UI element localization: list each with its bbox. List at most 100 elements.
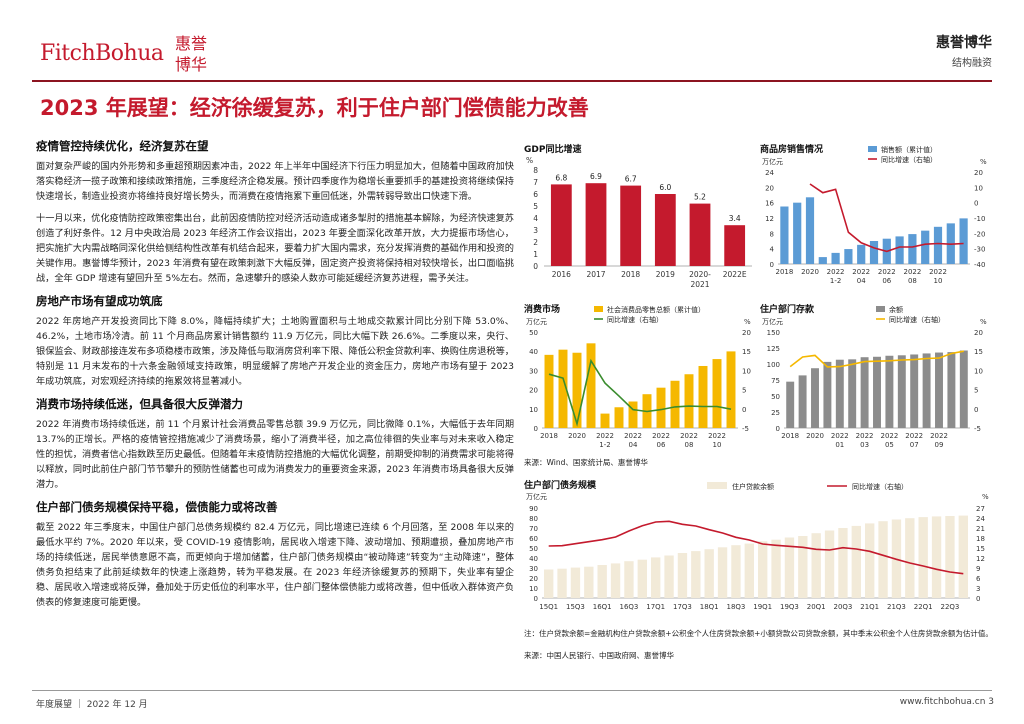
bar [959, 218, 968, 264]
bar [557, 568, 567, 598]
bar [684, 374, 694, 428]
y-tick-label: 0 [534, 595, 538, 603]
y2-tick-label: 9 [976, 565, 980, 573]
y2-tick-label: -5 [974, 425, 981, 433]
bar [905, 518, 915, 598]
x-tick-label: 2022 [596, 432, 614, 440]
footer-divider [32, 690, 992, 691]
y2-tick-label: 21 [976, 525, 985, 533]
legend-bar-swatch [868, 146, 877, 152]
y2-tick-label: 5 [974, 387, 978, 395]
housing-sales-chart: 商品房销售情况 销售额（累计值）同比增速（右轴）万亿元 %04812162024-4… [760, 143, 987, 285]
x-tick-label: 2020- [689, 270, 711, 279]
y2-tick-label: -30 [974, 246, 985, 254]
x-tick-label: 15Q3 [566, 603, 585, 611]
data-label: 3.4 [729, 214, 741, 223]
x-tick-label: 2022 [831, 432, 849, 440]
axis-unit: % [980, 158, 987, 166]
y2-tick-label: -40 [974, 261, 985, 269]
axis-unit: % [744, 318, 751, 326]
bar [698, 365, 708, 428]
y-tick-label: 0 [533, 262, 538, 271]
x-tick-label: 06 [657, 441, 666, 449]
consumption-chart: 消费市场 社会消费品零售总额（累计值）同比增速（右轴） 万亿元 % 0 10 20 30 40 5… [524, 303, 751, 449]
y-tick-label: 80 [529, 515, 538, 523]
x-tick-label: 09 [935, 441, 944, 449]
y-tick-label: 30 [529, 367, 538, 375]
section-heading: 消费市场持续低迷，但具备很大反弹潜力 [36, 397, 243, 411]
x-tick-label: 2022 [878, 268, 896, 276]
y2-tick-label: 10 [974, 367, 983, 375]
y2-tick-label: 3 [976, 585, 980, 593]
y-tick-label: 10 [529, 406, 538, 414]
bar [831, 252, 840, 264]
y-tick-label: 0 [770, 261, 774, 269]
y2-tick-label: 0 [974, 200, 978, 208]
bar [793, 202, 802, 264]
y2-tick-label: 0 [976, 595, 980, 603]
logo-seal-icon: 惠誉 博华 [174, 34, 206, 74]
legend-label: 销售额（累计值） [881, 145, 937, 154]
y-tick-label: 25 [771, 409, 780, 417]
bar [958, 515, 968, 598]
bar [933, 226, 943, 264]
y-tick-label: 12 [765, 215, 774, 223]
y-tick-label: 100 [767, 361, 780, 369]
paragraph: 2022 年房地产开发投资同比下降 8.0%，降幅持续扩大；土地购置面积与土地成… [36, 316, 514, 387]
bar [786, 381, 795, 428]
axis-unit: 万亿元 [526, 492, 547, 501]
legend-bar-swatch [594, 306, 603, 312]
x-tick-label: 2022E [723, 270, 747, 279]
y2-tick-label: 15 [742, 348, 751, 356]
bar [585, 183, 607, 266]
bar [544, 569, 554, 598]
x-tick-label: 2022 [903, 268, 921, 276]
axis-unit: 万亿元 [762, 317, 783, 326]
y-tick-label: 50 [529, 329, 538, 337]
bar [848, 359, 857, 428]
y-tick-label: 6 [533, 190, 538, 199]
y-tick-label: 10 [529, 585, 538, 593]
x-tick-label: 16Q1 [593, 603, 612, 611]
y-tick-label: 20 [529, 575, 538, 583]
x-tick-label: 2018 [540, 432, 558, 440]
y-tick-label: 40 [529, 348, 538, 356]
bar [717, 547, 728, 598]
y-tick-label: 50 [771, 393, 780, 401]
x-tick-label: 2022 [856, 432, 874, 440]
series-line [789, 350, 964, 368]
y2-tick-label: 24 [976, 515, 985, 523]
bar [724, 225, 746, 266]
x-tick-label: 2022 [652, 432, 670, 440]
x-tick-label: 2019 [656, 270, 675, 279]
bar [572, 352, 582, 428]
bar [865, 523, 875, 598]
y-tick-label: 0 [534, 425, 538, 433]
x-tick-label: 2022 [930, 432, 948, 440]
x-tick-label: 21Q3 [887, 603, 906, 611]
bar [851, 525, 861, 598]
y-tick-label: 150 [767, 329, 780, 337]
paragraph: 2022 年消费市场持续低迷，前 11 个月累计社会消费品零售总额 39.9 万… [36, 419, 514, 490]
x-tick-label: 2016 [552, 270, 571, 279]
bar [935, 352, 943, 428]
legend-label: 同比增速（右轴） [881, 155, 937, 164]
x-tick-label: 04 [857, 277, 866, 285]
bar [758, 541, 768, 598]
x-tick-label: 18Q3 [727, 603, 746, 611]
x-tick-label: 22Q3 [941, 603, 960, 611]
data-label: 6.8 [555, 173, 567, 182]
y-tick-label: 3 [533, 226, 538, 235]
bar [805, 197, 815, 264]
x-tick-label: 19Q1 [753, 603, 772, 611]
x-tick-label: 19Q3 [780, 603, 799, 611]
svg-text:博华: 博华 [174, 55, 206, 74]
x-tick-label: 2021 [690, 280, 709, 289]
bar [838, 528, 848, 598]
chart-title: GDP同比增速 [524, 143, 581, 155]
bar [771, 539, 781, 598]
bar [651, 557, 661, 598]
bar [931, 516, 942, 598]
series-line [548, 520, 964, 575]
